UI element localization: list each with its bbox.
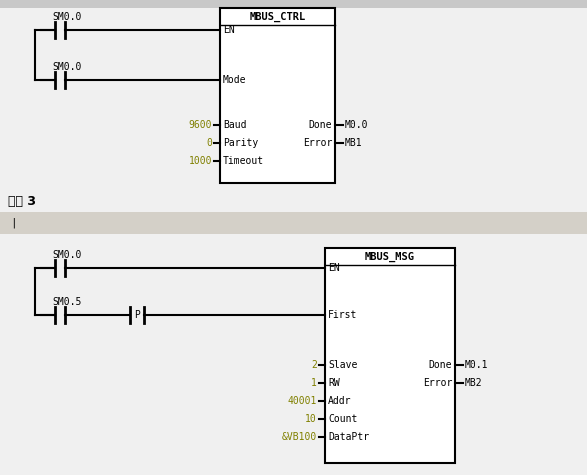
Text: EN: EN — [223, 25, 235, 35]
Text: Done: Done — [429, 360, 452, 370]
Text: M0.1: M0.1 — [465, 360, 488, 370]
Text: Parity: Parity — [223, 138, 258, 148]
Text: SM0.5: SM0.5 — [52, 297, 82, 307]
Text: MBUS_CTRL: MBUS_CTRL — [249, 12, 306, 22]
Text: Count: Count — [328, 414, 357, 424]
Text: EN: EN — [328, 263, 340, 273]
Text: Slave: Slave — [328, 360, 357, 370]
Bar — [0, 0, 587, 8]
Text: &VB100: &VB100 — [282, 432, 317, 442]
Text: 10: 10 — [305, 414, 317, 424]
Text: SM0.0: SM0.0 — [52, 62, 82, 72]
Text: 1000: 1000 — [188, 156, 212, 166]
Text: 网络 3: 网络 3 — [8, 195, 36, 208]
Text: 1: 1 — [311, 378, 317, 388]
Text: |: | — [10, 218, 17, 228]
Text: Done: Done — [309, 120, 332, 130]
Text: Baud: Baud — [223, 120, 247, 130]
Text: First: First — [328, 310, 357, 320]
Text: SM0.0: SM0.0 — [52, 250, 82, 260]
Text: MBUS_MSG: MBUS_MSG — [365, 252, 415, 262]
Text: MB2: MB2 — [465, 378, 483, 388]
Text: P: P — [134, 310, 140, 320]
Text: Error: Error — [303, 138, 332, 148]
Text: MB1: MB1 — [345, 138, 363, 148]
Text: 0: 0 — [206, 138, 212, 148]
Text: M0.0: M0.0 — [345, 120, 369, 130]
Text: RW: RW — [328, 378, 340, 388]
Text: DataPtr: DataPtr — [328, 432, 369, 442]
Text: SM0.0: SM0.0 — [52, 12, 82, 22]
Text: 9600: 9600 — [188, 120, 212, 130]
Text: Timeout: Timeout — [223, 156, 264, 166]
Text: Mode: Mode — [223, 75, 247, 85]
Bar — [0, 212, 587, 234]
Bar — [325, 248, 455, 463]
Text: 2: 2 — [311, 360, 317, 370]
Text: Addr: Addr — [328, 396, 352, 406]
Text: 40001: 40001 — [288, 396, 317, 406]
Text: Error: Error — [423, 378, 452, 388]
Bar — [220, 8, 335, 183]
